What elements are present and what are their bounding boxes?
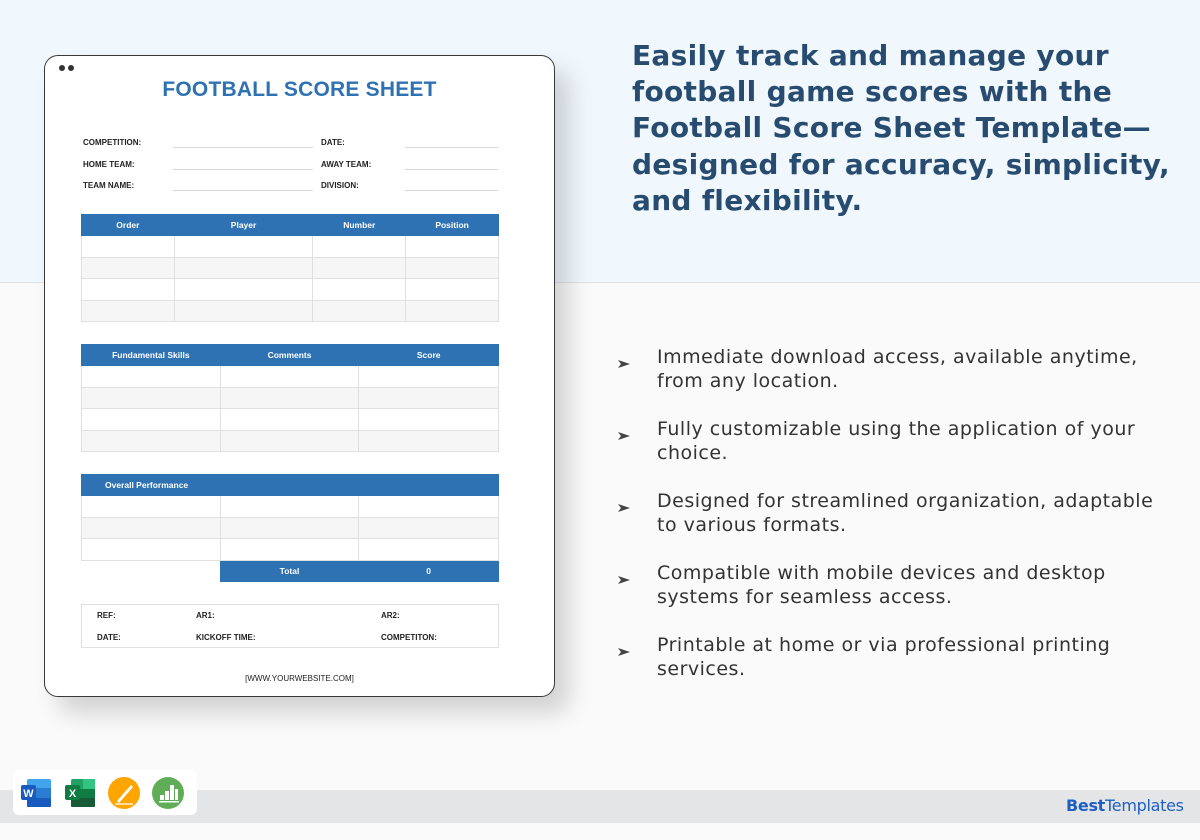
numbers-icon[interactable]: [151, 776, 185, 810]
sheet-title: FOOTBALL SCORE SHEET: [162, 78, 437, 101]
column-header: Score: [358, 344, 499, 366]
players-table: Order Player Number Position: [81, 214, 499, 322]
total-value: 0: [358, 559, 499, 582]
competition-label: COMPETITON:: [381, 633, 437, 642]
arrow-bullet-icon: [618, 432, 630, 440]
table-row: [81, 278, 499, 301]
brand-logo[interactable]: BestTemplates: [1066, 796, 1184, 815]
performance-header: Overall Performance: [81, 474, 499, 496]
table-row: [81, 495, 499, 518]
performance-table: Overall Performance Total 0: [81, 474, 499, 582]
date-field: [405, 147, 498, 148]
officials-box: REF: AR1: AR2: DATE: KICKOFF TIME: COMPE…: [81, 604, 499, 648]
division-label: DIVISION:: [321, 181, 359, 190]
pages-icon[interactable]: [107, 776, 141, 810]
ref-label: REF:: [97, 611, 116, 620]
competition-field: [173, 147, 313, 148]
table-row: [81, 365, 499, 388]
kickoff-time-label: KICKOFF TIME:: [196, 633, 256, 642]
footer-band: [0, 790, 1200, 823]
svg-text:X: X: [69, 788, 77, 800]
table-row: [81, 538, 499, 561]
compatible-apps: W X: [13, 770, 197, 815]
column-header: Order: [81, 214, 175, 236]
excel-icon[interactable]: X: [63, 776, 97, 810]
ar2-label: AR2:: [381, 611, 400, 620]
table-row: [81, 386, 499, 409]
total-label: Total: [219, 559, 360, 582]
feature-item: Compatible with mobile devices and deskt…: [617, 561, 1177, 633]
window-dots: [59, 65, 74, 71]
team-name-field: [173, 190, 313, 191]
template-preview-card: FOOTBALL SCORE SHEET COMPETITION: DATE: …: [44, 55, 555, 697]
skills-table: Fundamental Skills Comments Score: [81, 344, 499, 452]
feature-list: Immediate download access, available any…: [617, 345, 1177, 705]
feature-item: Immediate download access, available any…: [617, 345, 1177, 417]
column-header: Number: [312, 214, 407, 236]
column-header: Fundamental Skills: [81, 344, 221, 366]
arrow-bullet-icon: [618, 504, 630, 512]
table-row: [81, 256, 499, 279]
ar1-label: AR1:: [196, 611, 215, 620]
table-row: [81, 235, 499, 258]
team-name-label: TEAM NAME:: [83, 181, 135, 190]
home-team-label: HOME TEAM:: [83, 159, 135, 169]
competition-label: COMPETITION:: [83, 138, 142, 147]
word-icon[interactable]: W: [19, 776, 53, 810]
total-row: Total 0: [81, 559, 499, 582]
column-header: Comments: [219, 344, 360, 366]
table-row: [81, 516, 499, 539]
arrow-bullet-icon: [618, 648, 630, 656]
feature-item: Designed for streamlined organization, a…: [617, 489, 1177, 561]
svg-text:W: W: [23, 788, 34, 800]
headline: Easily track and manage your football ga…: [632, 39, 1170, 217]
away-team-field: [405, 168, 498, 170]
away-team-label: AWAY TEAM:: [321, 159, 372, 169]
column-header: Position: [405, 214, 499, 236]
division-field: [405, 190, 498, 191]
feature-item: Fully customizable using the application…: [617, 417, 1177, 489]
arrow-bullet-icon: [618, 576, 630, 584]
table-row: [81, 408, 499, 431]
arrow-bullet-icon: [618, 360, 630, 368]
column-header: Player: [173, 214, 314, 236]
feature-item: Printable at home or via professional pr…: [617, 633, 1177, 705]
match-info-fields: COMPETITION: DATE: HOME TEAM: AWAY TEAM:…: [83, 136, 503, 201]
date-label: DATE:: [97, 633, 121, 642]
table-row: [81, 429, 499, 452]
website-text: [WWW.YOURWEBSITE.COM]: [245, 674, 354, 683]
table-row: [81, 299, 499, 322]
home-team-field: [173, 168, 313, 170]
date-label: DATE:: [321, 138, 345, 147]
